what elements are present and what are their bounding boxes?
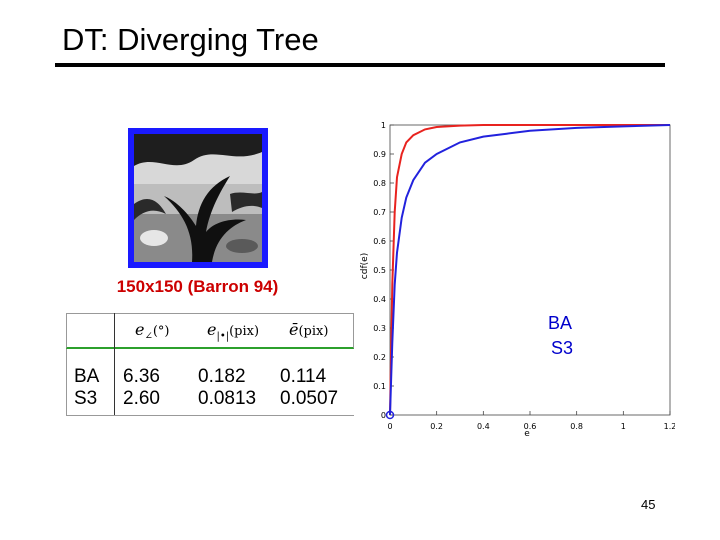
table-body: BA S3 6.36 2.60 0.182 0.0813 0.114 0.050… [66, 349, 354, 416]
x-tick-label: 1.2 [664, 422, 675, 431]
x-tick-label: 0.6 [524, 422, 537, 431]
x-tick-label: 0.8 [570, 422, 583, 431]
header-mean-error-symbol: ē [289, 320, 299, 339]
plot-y-ticks: 0 0.1 0.2 0.3 0.4 0.5 0.6 0.7 0.8 0.9 1 [373, 121, 394, 420]
y-tick-label: 0 [381, 411, 386, 420]
header-endpoint-error: e|•|(pix) [207, 320, 259, 342]
results-table: e∠(°) e|•|(pix) ē(pix) BA S3 6.36 2.60 0… [66, 313, 354, 416]
header-mean-error: ē(pix) [289, 320, 328, 339]
header-endpoint-error-subscript: |•| [216, 331, 230, 342]
origin-marker [385, 410, 395, 420]
series-line-1 [389, 124, 671, 416]
row-label-s3: S3 [74, 388, 98, 409]
cdf-plot: 0 0.1 0.2 0.3 0.4 0.5 0.6 0.7 0.8 0.9 1 0 0.2 0.4 0.6… [360, 121, 675, 439]
row-label-ba: BA [74, 366, 100, 387]
y-tick-label: 0.4 [373, 295, 386, 304]
header-angular-error-symbol: e [135, 320, 145, 339]
y-tick-label: 0.7 [373, 208, 386, 217]
y-tick-label: 0.2 [373, 353, 386, 362]
y-tick-label: 0.3 [373, 324, 386, 333]
header-angular-error: e∠(°) [135, 320, 170, 342]
plot-x-ticks: 0 0.2 0.4 0.6 0.8 1 1.2 [387, 411, 675, 431]
legend-label-ba: BA [548, 313, 573, 333]
plot-series [385, 124, 671, 420]
plot-axes-box [389, 124, 671, 416]
x-tick-label: 1 [621, 422, 626, 431]
plot-frame [389, 124, 671, 416]
s3-mean-error: 0.0507 [280, 388, 339, 409]
y-axis-label: cdf(e) [360, 253, 370, 279]
x-axis-label: e [524, 429, 530, 439]
header-endpoint-error-symbol: e [207, 320, 217, 339]
table-column-divider [114, 313, 115, 416]
ba-angular-error: 6.36 [123, 366, 160, 387]
legend-label-s3: S3 [551, 338, 574, 358]
y-tick-label: 0.6 [373, 237, 386, 246]
y-tick-label: 0.5 [373, 266, 386, 275]
y-tick-label: 0.1 [373, 382, 386, 391]
header-angular-error-unit: (°) [152, 324, 170, 339]
y-tick-label: 0.8 [373, 179, 386, 188]
image-caption: 150x150 (Barron 94) [116, 277, 279, 296]
diverging-tree-image [128, 128, 268, 268]
header-mean-error-unit: (pix) [298, 324, 329, 339]
header-angular-error-subscript: ∠ [144, 331, 153, 342]
y-tick-label: 1 [381, 121, 386, 130]
series-line-0 [389, 124, 670, 416]
ba-endpoint-error: 0.182 [198, 366, 246, 387]
title-underline [55, 63, 665, 67]
x-tick-label: 0 [387, 422, 392, 431]
tree-photo-placeholder [134, 134, 262, 262]
s3-angular-error: 2.60 [123, 388, 160, 409]
x-tick-label: 0.4 [477, 422, 490, 431]
page-number: 45 [641, 497, 656, 512]
s3-endpoint-error: 0.0813 [198, 388, 257, 409]
table-header-row: e∠(°) e|•|(pix) ē(pix) [66, 313, 354, 349]
x-tick-label: 0.2 [430, 422, 443, 431]
slide-title: DT: Diverging Tree [62, 22, 319, 57]
y-tick-label: 0.9 [373, 150, 386, 159]
header-endpoint-error-unit: (pix) [229, 324, 260, 339]
ba-mean-error: 0.114 [280, 366, 327, 387]
